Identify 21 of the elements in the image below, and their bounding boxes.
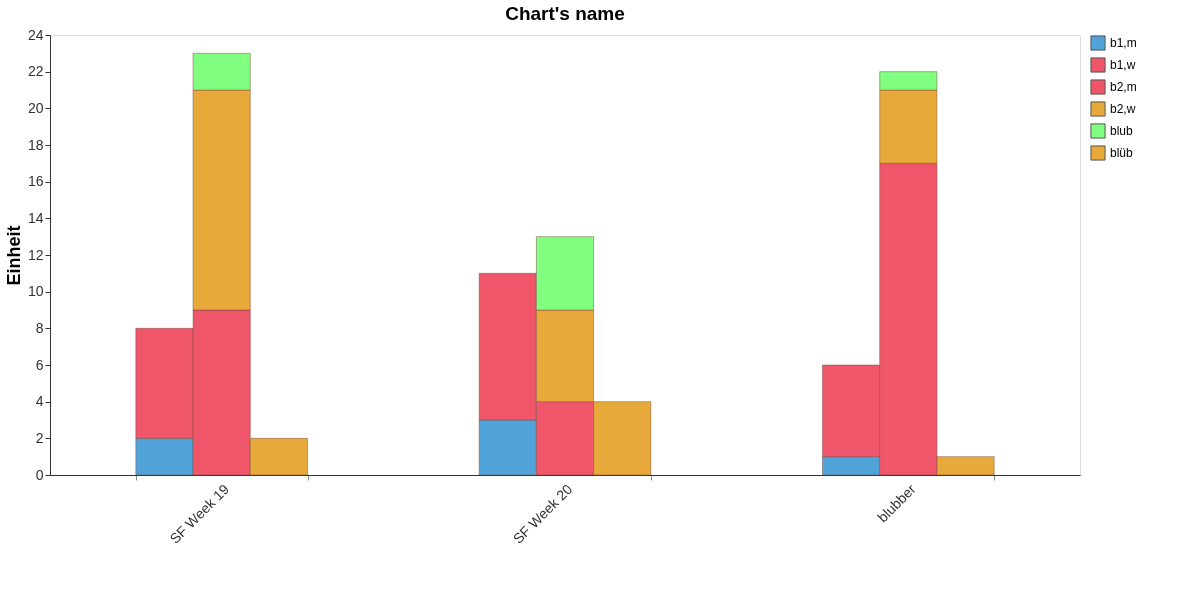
legend-label: b2,m xyxy=(1110,80,1137,94)
y-tick-label: 6 xyxy=(35,356,44,373)
y-tick-label: 4 xyxy=(35,393,44,410)
chart-title: Chart's name xyxy=(505,3,625,24)
y-tick-label: 18 xyxy=(27,136,44,153)
legend-label: b2,w xyxy=(1110,102,1136,116)
y-tick-label: 2 xyxy=(35,429,44,446)
y-tick-label: 14 xyxy=(27,209,44,226)
legend-label: blüb xyxy=(1110,146,1134,160)
legend-label: blub xyxy=(1110,124,1134,138)
legend-label: b1,m xyxy=(1110,36,1137,50)
y-tick-label: 8 xyxy=(35,319,44,336)
y-tick-label: 20 xyxy=(27,99,44,116)
y-tick-label: 22 xyxy=(27,63,44,80)
y-tick-label: 24 xyxy=(27,26,44,43)
y-tick-label: 12 xyxy=(27,246,44,263)
legend-label: b1,w xyxy=(1110,58,1136,72)
y-tick-label: 16 xyxy=(27,173,44,190)
y-tick-label: 0 xyxy=(35,466,44,483)
y-axis-title: Einheit xyxy=(3,225,24,286)
y-tick-label: 10 xyxy=(27,283,44,300)
